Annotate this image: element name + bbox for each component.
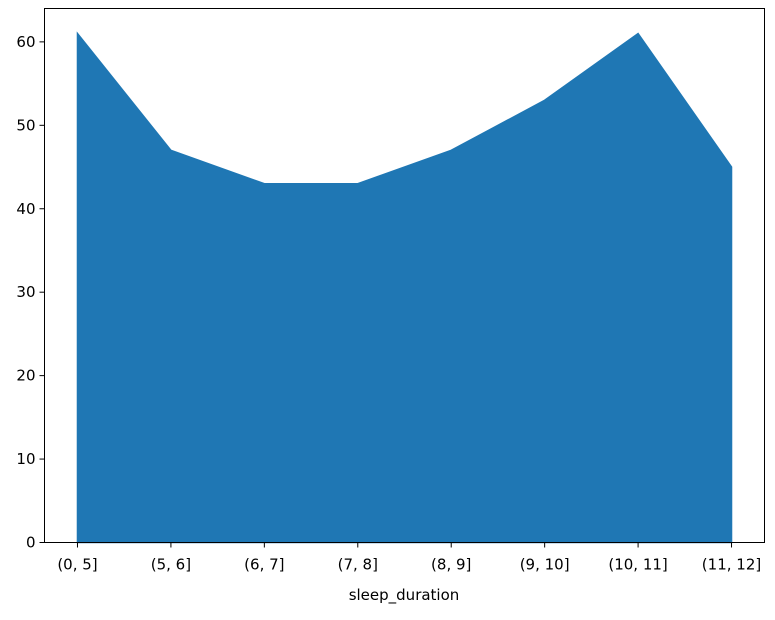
- area-fill: [77, 34, 731, 543]
- x-tick-label: (6, 7]: [244, 556, 284, 574]
- y-tick-label: 40: [16, 200, 35, 218]
- x-tick-label: (11, 12]: [702, 556, 761, 574]
- x-tick-label: (5, 6]: [151, 556, 191, 574]
- y-tick-label: 50: [16, 116, 35, 134]
- x-tick-label: (10, 11]: [608, 556, 667, 574]
- y-tick-label: 30: [16, 283, 35, 301]
- x-axis-label: sleep_duration: [349, 586, 460, 605]
- x-tick-label: (7, 8]: [338, 556, 378, 574]
- y-tick-label: 10: [16, 450, 35, 468]
- x-tick-label: (0, 5]: [57, 556, 97, 574]
- y-tick-label: 60: [16, 33, 35, 51]
- x-tick-label: (8, 9]: [431, 556, 471, 574]
- y-tick-label: 0: [26, 534, 36, 552]
- y-tick-label: 20: [16, 367, 35, 385]
- x-tick-label: (9, 10]: [520, 556, 570, 574]
